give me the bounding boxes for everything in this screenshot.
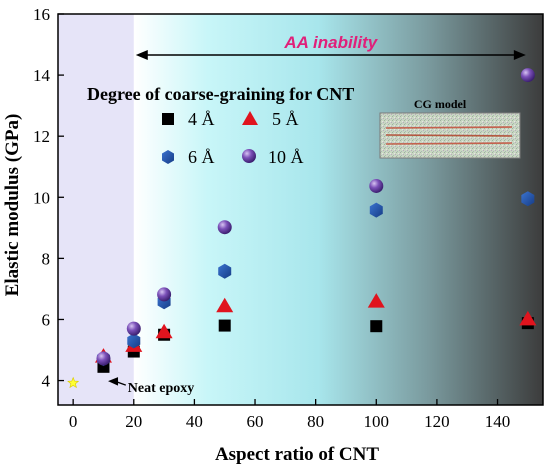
x-tick-label: 0 bbox=[69, 412, 78, 431]
x-tick-label: 20 bbox=[125, 412, 142, 431]
x-tick-label: 100 bbox=[364, 412, 390, 431]
legend-marker-4a bbox=[162, 113, 174, 125]
neat-epoxy-point bbox=[67, 376, 80, 389]
data-point-series-3 bbox=[217, 220, 232, 235]
x-axis: 0 20 40 60 80 100 120 140 bbox=[69, 399, 510, 431]
aa-inability-arrow bbox=[135, 50, 526, 60]
data-point-series-0 bbox=[218, 319, 231, 332]
legend-marker-5a bbox=[242, 111, 258, 125]
legend-title: Degree of coarse-graining for CNT bbox=[87, 84, 354, 104]
x-tick-label: 140 bbox=[485, 412, 511, 431]
neat-epoxy-label: Neat epoxy bbox=[128, 381, 195, 396]
y-tick-label: 12 bbox=[33, 127, 50, 146]
data-point-series-2 bbox=[369, 202, 383, 218]
x-axis-title: Aspect ratio of CNT bbox=[215, 444, 379, 465]
data-point-series-1 bbox=[519, 310, 537, 326]
y-tick-label: 16 bbox=[33, 5, 50, 24]
data-point-series-1 bbox=[367, 293, 385, 308]
data-point-series-3 bbox=[126, 321, 141, 336]
aa-inability-label: AA inability bbox=[283, 33, 378, 52]
legend: Degree of coarse-graining for CNT 4 Å 5 … bbox=[87, 84, 354, 167]
y-tick-label: 14 bbox=[33, 66, 51, 85]
y-tick-label: 6 bbox=[42, 310, 51, 329]
y-axis: 4 6 8 10 12 14 16 bbox=[33, 5, 64, 391]
y-axis-title: Elastic modulus (GPa) bbox=[2, 114, 23, 297]
legend-label-10a: 10 Å bbox=[268, 147, 304, 167]
x-tick-label: 60 bbox=[247, 412, 264, 431]
neat-epoxy-annotation: Neat epoxy bbox=[108, 377, 194, 396]
plot-frame bbox=[57, 13, 544, 406]
x-tick-label: 120 bbox=[424, 412, 450, 431]
data-point-series-1 bbox=[216, 297, 234, 313]
aa-inability-region-background bbox=[133, 14, 543, 405]
y-tick-label: 10 bbox=[33, 188, 50, 207]
data-point-series-0 bbox=[370, 320, 383, 333]
x-tick-label: 40 bbox=[186, 412, 203, 431]
legend-label-4a: 4 Å bbox=[188, 109, 215, 129]
data-point-series-2 bbox=[521, 191, 535, 207]
data-point-series-3 bbox=[369, 178, 384, 193]
legend-label-5a: 5 Å bbox=[272, 109, 299, 129]
legend-marker-6a bbox=[162, 150, 174, 164]
x-tick-label: 80 bbox=[307, 412, 324, 431]
data-point-series-2 bbox=[218, 263, 232, 279]
data-point-series-3 bbox=[520, 68, 535, 83]
data-point-series-3 bbox=[96, 351, 111, 366]
data-point-series-3 bbox=[157, 287, 172, 302]
data-point-series-2 bbox=[127, 333, 141, 349]
cg-model-title: CG model bbox=[414, 97, 467, 111]
y-tick-label: 4 bbox=[42, 372, 51, 391]
aa-feasible-region-background bbox=[58, 14, 134, 405]
data-point-series-1 bbox=[155, 323, 173, 339]
data-marks bbox=[67, 68, 537, 389]
legend-label-6a: 6 Å bbox=[188, 147, 215, 167]
cg-model-inset: CG model bbox=[379, 97, 521, 159]
legend-marker-10a bbox=[242, 149, 256, 163]
y-tick-label: 8 bbox=[42, 249, 51, 268]
